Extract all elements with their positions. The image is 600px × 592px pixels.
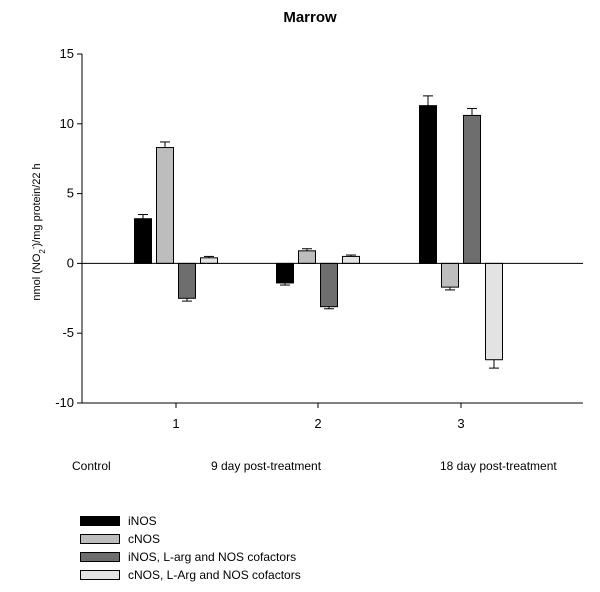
chart-title: Marrow [283,9,337,26]
bar [463,114,481,264]
bar [298,250,316,264]
bar [441,262,459,288]
y-tick-label: 15 [60,46,74,61]
legend-swatch [80,516,120,526]
y-tick-label: 0 [67,255,74,270]
bar [276,262,294,284]
legend: iNOS cNOS iNOS, L-arg and NOS cofactors … [80,512,301,584]
legend-item-inos-larg: iNOS, L-arg and NOS cofactors [80,548,301,566]
legend-swatch [80,552,120,562]
y-tick-label: -10 [55,395,74,410]
bar [320,262,338,308]
legend-swatch [80,570,120,580]
y-tick-label: 5 [67,186,74,201]
bar [156,147,174,264]
legend-item-cnos-larg: cNOS, L-Arg and NOS cofactors [80,566,301,584]
group-caption-control: Control [72,459,111,473]
legend-item-cnos: cNOS [80,530,301,548]
group-caption-9-day: 9 day post-treatment [211,459,322,473]
bar [200,257,218,264]
x-tick-label: 1 [172,416,179,431]
legend-label: iNOS [128,514,157,528]
bar [419,105,437,264]
legend-label: iNOS, L-arg and NOS cofactors [128,550,297,564]
x-tick-label: 2 [314,416,321,431]
bar [485,262,503,361]
y-tick-label: 10 [60,116,74,131]
y-axis-label: nmol (NO2-)/mg protein/22 h [29,163,47,300]
bar [134,218,152,264]
legend-label: cNOS [128,532,161,546]
legend-item-inos: iNOS [80,512,301,530]
bar [342,255,360,264]
y-tick-label: -5 [62,325,74,340]
group-caption-18-day: 18 day post-treatment [440,459,557,473]
legend-swatch [80,534,120,544]
bar [178,262,196,299]
x-tick-label: 3 [457,416,464,431]
legend-label: cNOS, L-Arg and NOS cofactors [128,568,301,582]
